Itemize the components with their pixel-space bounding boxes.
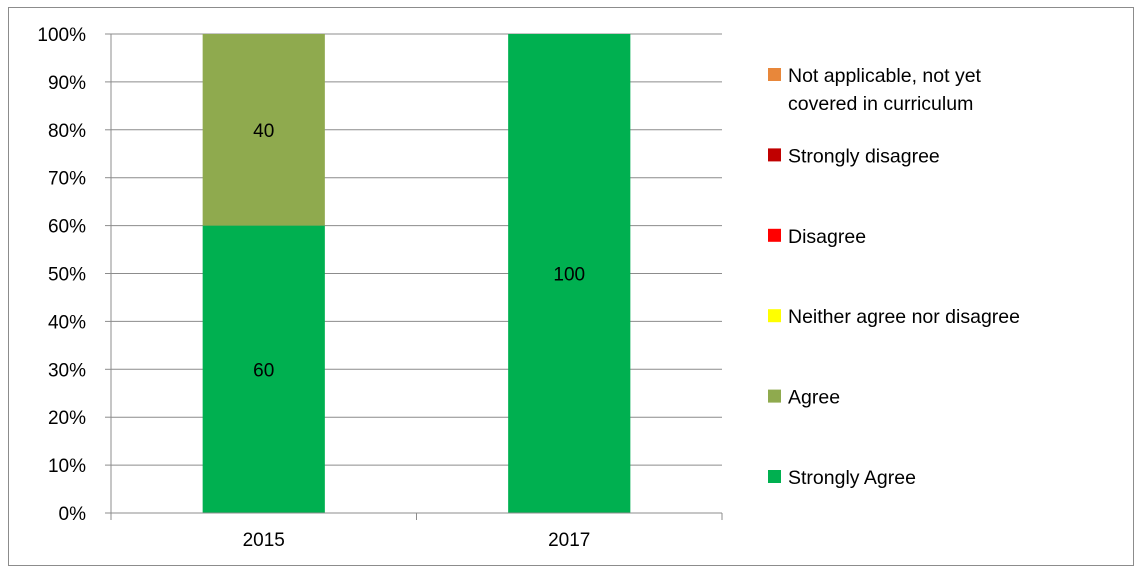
legend-swatch [768, 228, 781, 242]
y-tick-label: 90% [48, 73, 86, 94]
axes: 0% 10% 20% 30% 40% 50% 60% 70% 80% 90% 100% 2015 201… [37, 25, 723, 551]
data-labels: 60 40 100 [253, 121, 585, 381]
data-label: 100 [553, 265, 585, 286]
bars [202, 34, 631, 513]
y-tick-label: 30% [48, 360, 86, 381]
legend-label: Strongly Agree [788, 467, 916, 489]
legend-label: Agree [788, 387, 840, 409]
data-label: 40 [253, 121, 274, 142]
legend-label: Not applicable, not yet covered in curric… [788, 65, 982, 115]
legend-swatch [768, 148, 781, 162]
bar-segment [202, 225, 325, 513]
y-tick-label: 100% [37, 25, 86, 46]
legend-swatch [768, 470, 781, 483]
bar-segment [202, 34, 325, 226]
y-tick-label: 80% [48, 121, 86, 142]
legend-label: Disagree [788, 226, 866, 248]
y-tick-label: 70% [48, 169, 86, 190]
y-tick-label: 60% [48, 217, 86, 238]
bar-segment [508, 34, 631, 513]
data-label: 60 [253, 360, 274, 381]
x-tick-label: 2017 [548, 530, 590, 551]
y-tick-label: 50% [48, 265, 86, 286]
legend-swatch [768, 68, 781, 81]
y-tick-label: 0% [59, 504, 87, 525]
y-tick-label: 20% [48, 408, 86, 429]
legend-label: Strongly disagree [788, 145, 940, 167]
legend: Not applicable, not yet covered in curric… [768, 65, 1020, 489]
y-tick-label: 10% [48, 456, 86, 477]
legend-label: Neither agree nor disagree [788, 306, 1020, 328]
legend-swatch [768, 389, 781, 403]
legend-swatch [768, 309, 781, 323]
x-tick-label: 2015 [243, 530, 285, 551]
y-tick-label: 40% [48, 312, 86, 333]
